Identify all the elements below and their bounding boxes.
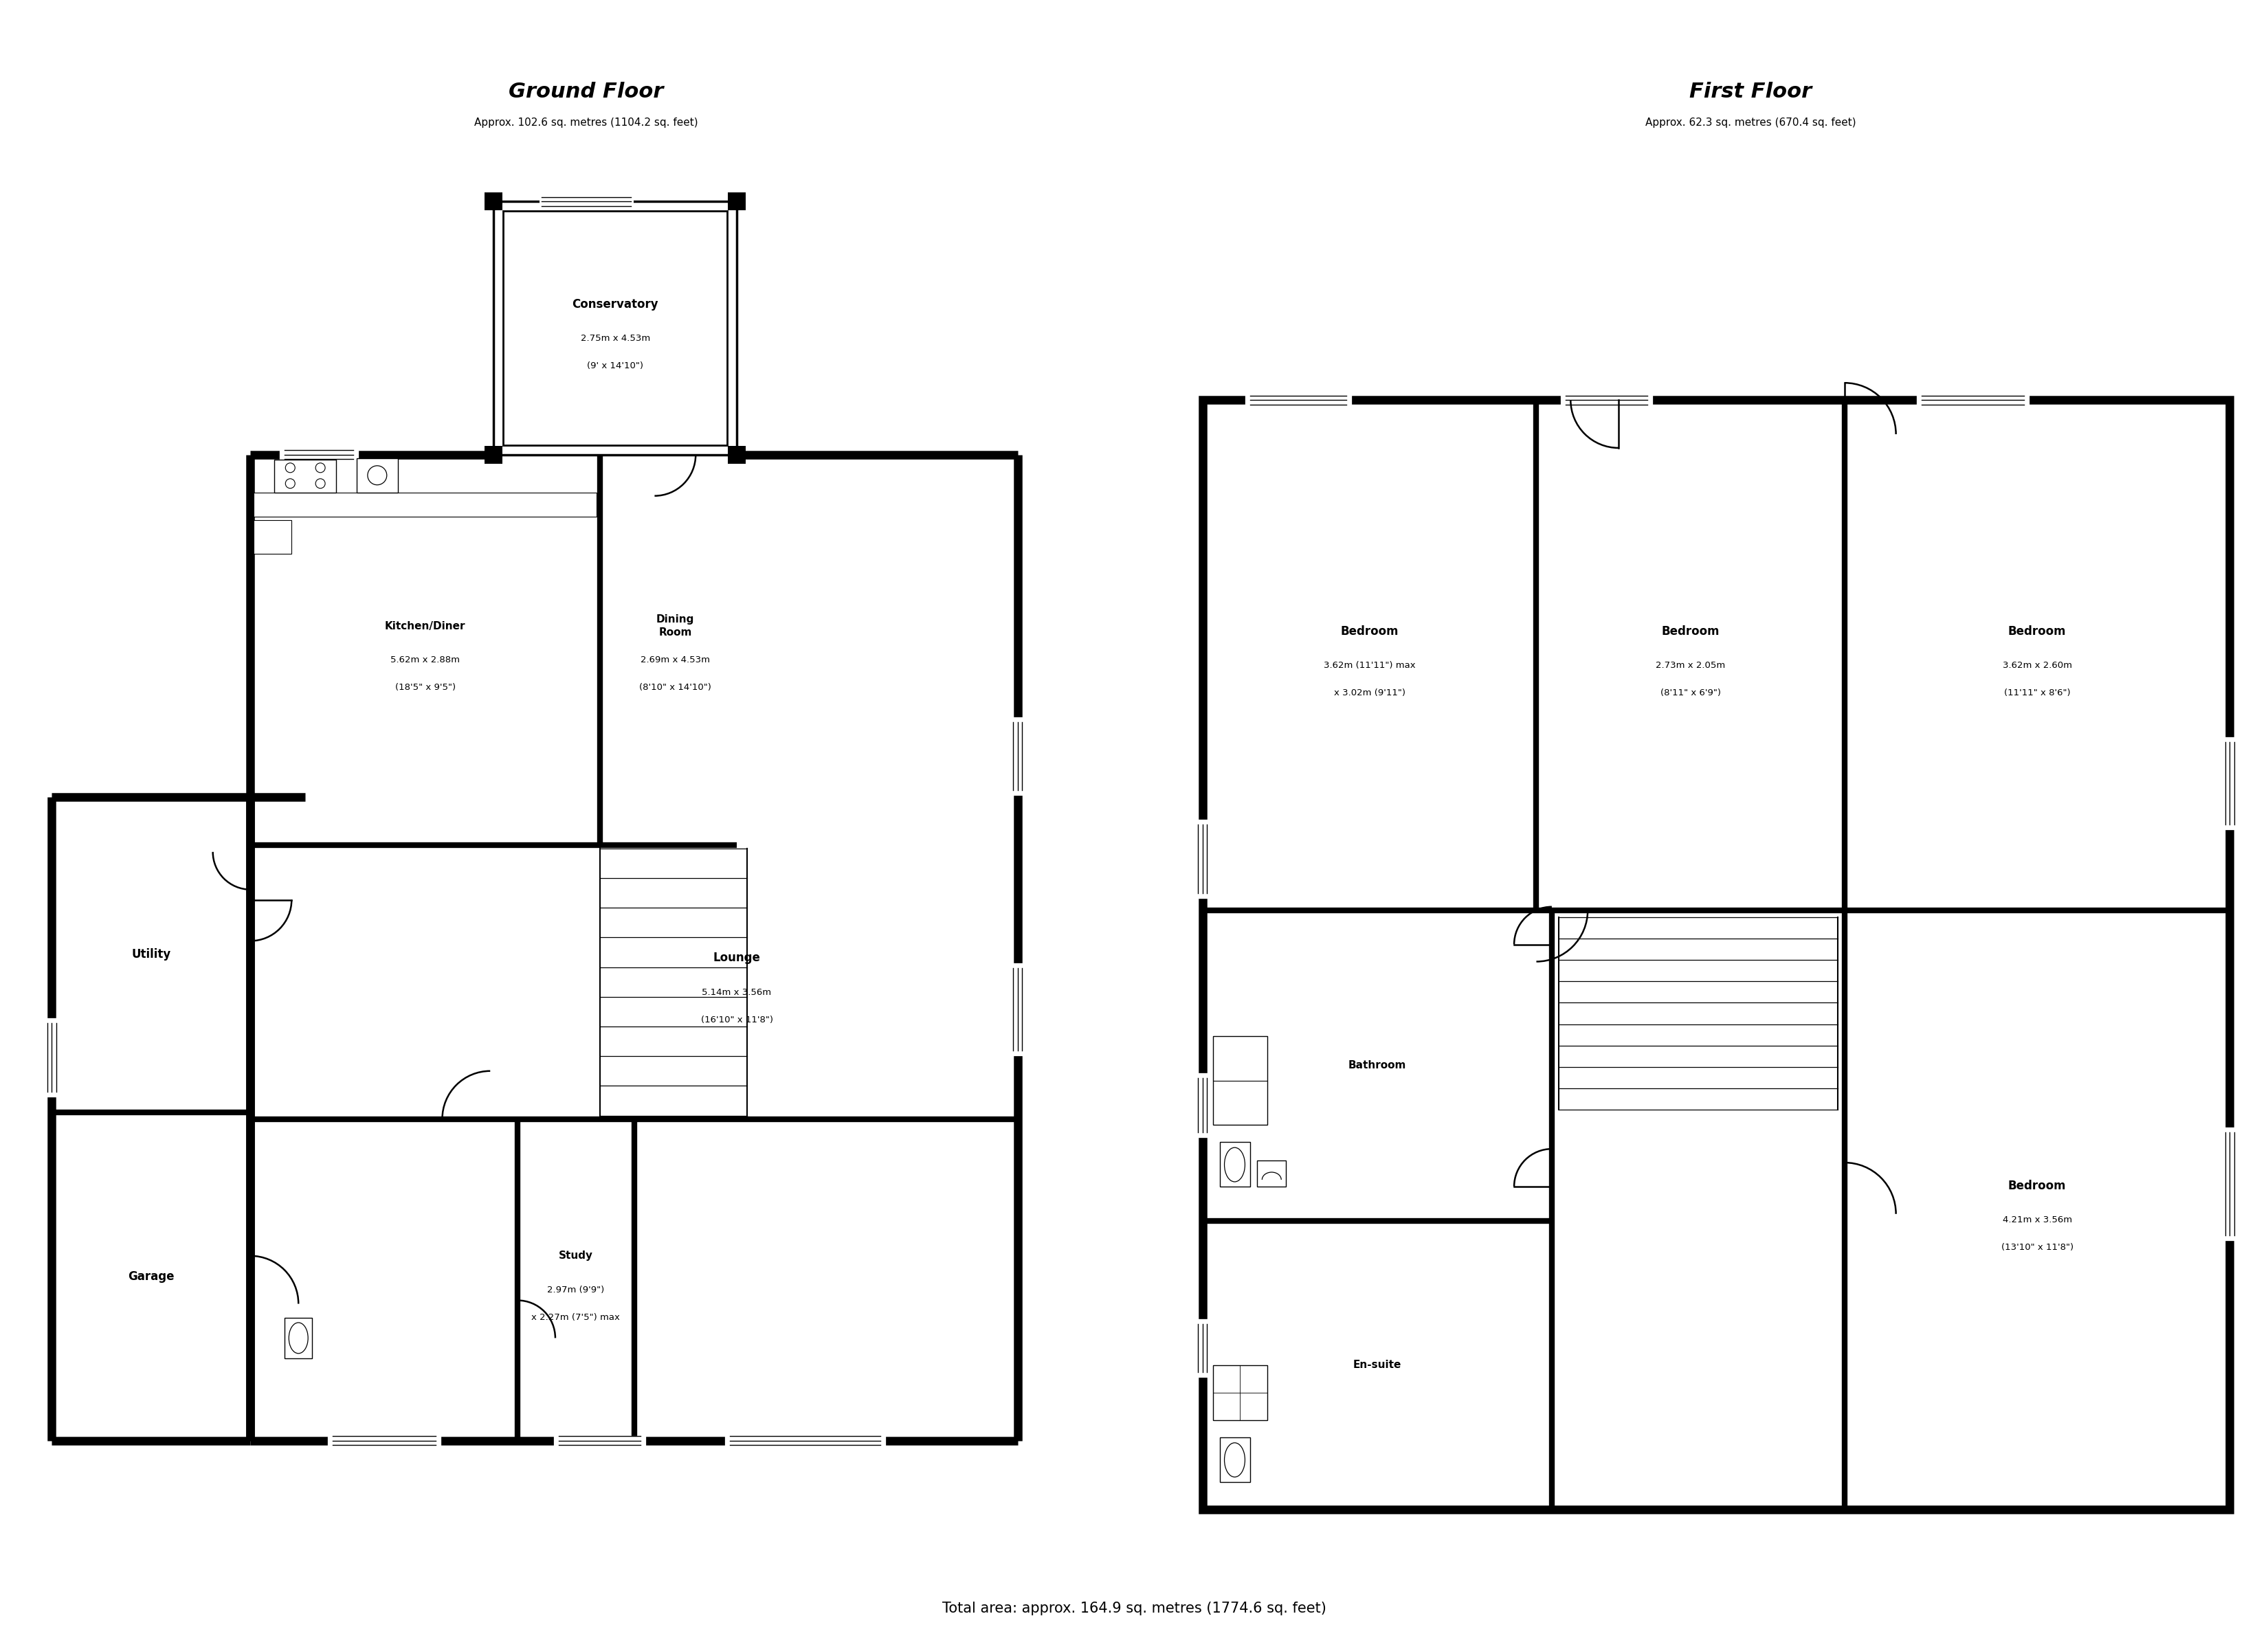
Bar [728, 193, 746, 211]
Bar [254, 519, 293, 554]
Text: 2.73m x 2.05m: 2.73m x 2.05m [1656, 661, 1726, 669]
Text: First Floor: First Floor [1690, 82, 1812, 102]
Text: (13'10" x 11'8"): (13'10" x 11'8") [2000, 1243, 2073, 1252]
Text: 3.62m (11'11") max: 3.62m (11'11") max [1325, 661, 1415, 669]
Text: Dining
Room: Dining Room [655, 615, 694, 638]
Bar [1220, 1438, 1250, 1482]
Text: 3.62m x 2.60m: 3.62m x 2.60m [2003, 661, 2073, 669]
Bar [254, 493, 596, 516]
Text: 5.14m x 3.56m: 5.14m x 3.56m [703, 988, 771, 996]
Text: (16'10" x 11'8"): (16'10" x 11'8") [701, 1016, 773, 1024]
Bar [1213, 1036, 1268, 1125]
Text: 2.69m x 4.53m: 2.69m x 4.53m [640, 656, 710, 665]
Text: Total area: approx. 164.9 sq. metres (1774.6 sq. feet): Total area: approx. 164.9 sq. metres (17… [941, 1601, 1327, 1616]
Bar [1220, 1143, 1250, 1187]
Text: (18'5" x 9'5"): (18'5" x 9'5") [395, 683, 456, 693]
Text: En-suite: En-suite [1354, 1360, 1402, 1370]
Bar [274, 460, 336, 493]
Text: Approx. 62.3 sq. metres (670.4 sq. feet): Approx. 62.3 sq. metres (670.4 sq. feet) [1644, 117, 1855, 129]
Text: (8'11" x 6'9"): (8'11" x 6'9") [1660, 688, 1721, 698]
Bar [1213, 1365, 1268, 1420]
Text: (9' x 14'10"): (9' x 14'10") [587, 361, 644, 371]
Bar [503, 211, 728, 445]
Text: Conservatory: Conservatory [572, 298, 658, 310]
Bar [494, 201, 737, 455]
Text: Lounge: Lounge [712, 951, 760, 965]
Text: Bedroom: Bedroom [2007, 1179, 2066, 1192]
Text: 5.62m x 2.88m: 5.62m x 2.88m [390, 656, 460, 665]
Bar [1202, 401, 2229, 1509]
Text: 4.21m x 3.56m: 4.21m x 3.56m [2003, 1215, 2073, 1225]
Bar [485, 193, 503, 211]
Bar [1256, 1161, 1286, 1187]
Bar [728, 445, 746, 463]
Bar [286, 1318, 313, 1359]
Text: Garage: Garage [127, 1270, 175, 1283]
Text: Kitchen/Diner: Kitchen/Diner [386, 620, 465, 632]
Text: (11'11" x 8'6"): (11'11" x 8'6") [2005, 688, 2071, 698]
Text: Bathroom: Bathroom [1347, 1060, 1406, 1070]
Text: 2.97m (9'9"): 2.97m (9'9") [547, 1286, 606, 1294]
Text: Ground Floor: Ground Floor [508, 82, 665, 102]
Text: Bedroom: Bedroom [2007, 625, 2066, 637]
Bar [356, 458, 397, 493]
Text: Study: Study [558, 1250, 592, 1261]
Text: Approx. 102.6 sq. metres (1104.2 sq. feet): Approx. 102.6 sq. metres (1104.2 sq. fee… [474, 117, 699, 129]
Text: 2.75m x 4.53m: 2.75m x 4.53m [581, 333, 651, 343]
Text: (8'10" x 14'10"): (8'10" x 14'10") [640, 683, 712, 693]
Text: x 3.02m (9'11"): x 3.02m (9'11") [1334, 688, 1406, 698]
Text: Utility: Utility [132, 948, 170, 961]
Text: x 2.27m (7'5") max: x 2.27m (7'5") max [531, 1313, 619, 1322]
Bar [485, 445, 503, 463]
Text: Bedroom: Bedroom [1662, 625, 1719, 637]
Text: Bedroom: Bedroom [1340, 625, 1399, 637]
